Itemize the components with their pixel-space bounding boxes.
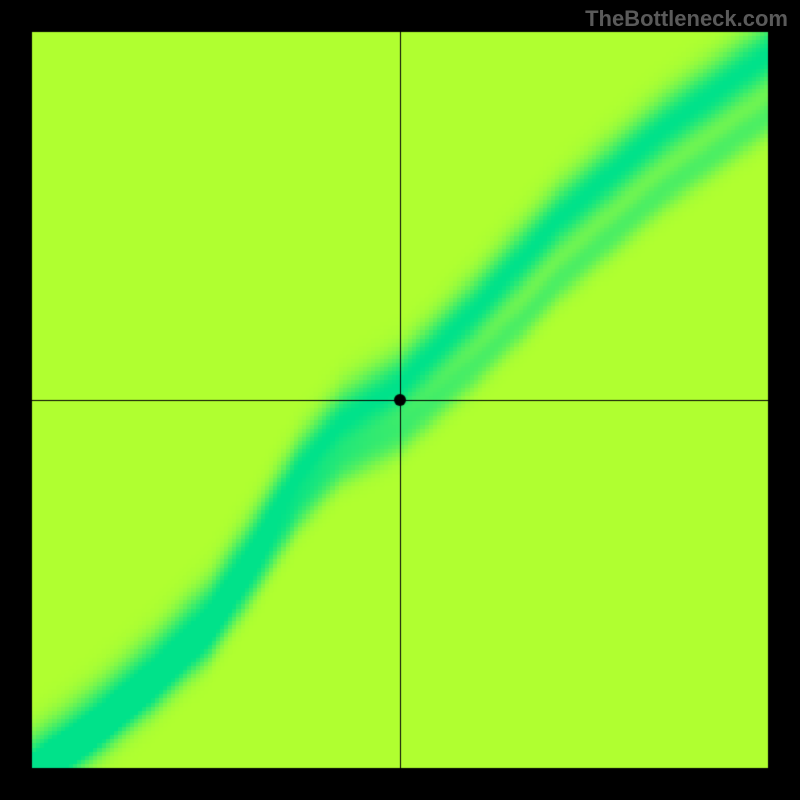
- watermark-text: TheBottleneck.com: [585, 6, 788, 32]
- chart-container: TheBottleneck.com: [0, 0, 800, 800]
- bottleneck-heatmap: [0, 0, 800, 800]
